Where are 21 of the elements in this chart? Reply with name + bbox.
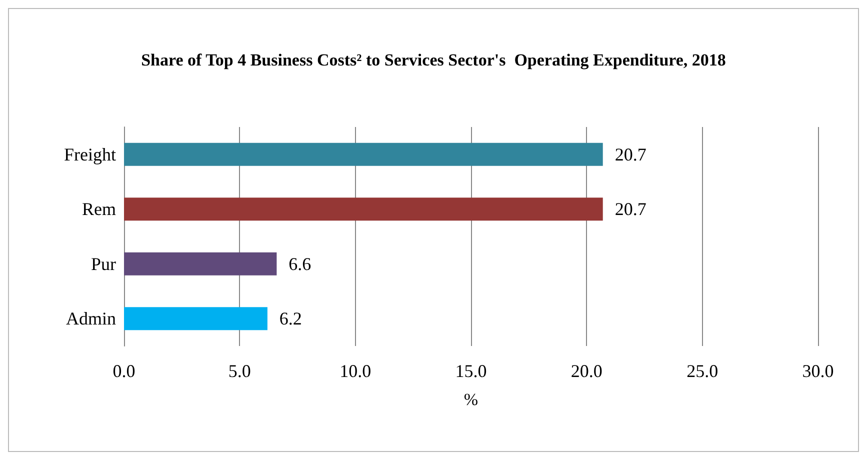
chart-title: Share of Top 4 Business Costs² to Services Sector's Operating Expenditure, 2018: [141, 50, 726, 70]
y-tick-label: Admin: [66, 308, 116, 329]
bar: [124, 307, 268, 330]
y-tick-label: Pur: [90, 254, 116, 274]
x-tick-label: 15.0: [455, 361, 487, 381]
x-tick-label: 0.0: [112, 361, 136, 381]
x-axis-title: %: [464, 390, 478, 409]
data-label: 20.7: [614, 199, 646, 220]
bar: [124, 142, 603, 166]
x-tick-label: 10.0: [340, 361, 372, 381]
data-label: 6.2: [279, 308, 302, 329]
x-tick-label: 5.0: [228, 361, 251, 381]
bar: [124, 252, 277, 276]
x-tick-label: 25.0: [686, 361, 718, 381]
data-label: 6.6: [288, 254, 312, 274]
x-tick-label: 20.0: [570, 361, 602, 381]
y-tick-label: Freight: [64, 144, 116, 164]
data-label: 20.7: [614, 144, 646, 164]
y-tick-label: Rem: [82, 199, 116, 220]
bar: [124, 198, 603, 221]
x-tick-label: 30.0: [802, 361, 834, 381]
